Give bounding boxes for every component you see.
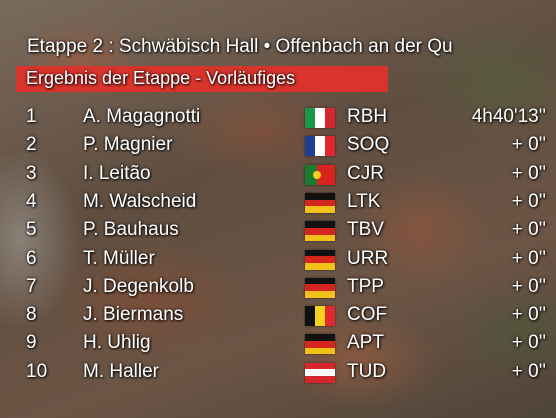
flag [305, 192, 335, 213]
team-code: TPP [347, 275, 384, 297]
rank: 9 [26, 332, 37, 354]
rider-name: J. Degenkolb [83, 275, 194, 297]
time: 4h40'13'' [471, 106, 546, 127]
rank: 7 [26, 275, 37, 297]
team-code: LTK [347, 190, 381, 212]
time: + 0'' [511, 360, 546, 382]
time: + 0'' [511, 162, 546, 184]
flag [305, 221, 335, 242]
rank: 5 [26, 219, 37, 241]
time: + 0'' [511, 219, 546, 241]
team-code: APT [347, 332, 384, 354]
team-code: TUD [347, 360, 387, 382]
flag [305, 164, 335, 185]
subtitle: Ergebnis der Etappe - Vorläufiges [26, 68, 296, 88]
rank: 2 [26, 134, 37, 156]
team-code: SOQ [347, 134, 390, 156]
rider-name: T. Müller [83, 247, 155, 269]
time: + 0'' [511, 190, 546, 212]
flag [305, 249, 335, 270]
team-code: TBV [347, 219, 384, 241]
rank: 1 [26, 106, 37, 127]
team-code: RBH [347, 106, 388, 127]
rider-name: M. Haller [83, 360, 160, 382]
team-code: URR [347, 247, 389, 269]
rank: 10 [26, 360, 48, 382]
rank: 3 [26, 162, 37, 184]
time: + 0'' [511, 134, 546, 156]
rider-name: J. Biermans [83, 304, 184, 326]
team-code: CJR [347, 162, 384, 184]
rider-name: H. Uhlig [83, 332, 151, 354]
flag [305, 277, 335, 298]
rank: 4 [26, 190, 37, 212]
team-code: COF [347, 304, 388, 326]
time: + 0'' [511, 304, 546, 326]
rider-name: A. Magagnotti [83, 106, 201, 127]
flag [305, 306, 335, 327]
time: + 0'' [511, 247, 546, 269]
rider-name: M. Walscheid [83, 190, 197, 212]
flag [305, 334, 335, 355]
time: + 0'' [511, 332, 546, 354]
rank: 8 [26, 304, 37, 326]
rider-name: I. Leitão [83, 162, 151, 184]
rider-name: P. Magnier [83, 134, 173, 156]
time: + 0'' [511, 275, 546, 297]
rank: 6 [26, 247, 37, 269]
flag [305, 136, 335, 157]
flag [305, 362, 335, 383]
flag [305, 108, 335, 128]
rider-name: P. Bauhaus [83, 219, 179, 241]
subtitle-bar [16, 66, 388, 92]
stage-title: Etappe 2 : Schwäbisch Hall • Offenbach a… [27, 36, 453, 57]
